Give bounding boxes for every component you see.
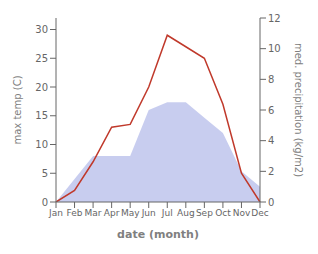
svg-text:date (month): date (month)	[117, 228, 199, 241]
svg-text:30: 30	[35, 24, 48, 35]
svg-text:4: 4	[268, 135, 274, 146]
svg-text:15: 15	[35, 110, 48, 121]
svg-text:Feb: Feb	[67, 208, 83, 218]
svg-text:May: May	[121, 208, 140, 218]
svg-text:25: 25	[35, 53, 48, 64]
svg-text:Aug: Aug	[177, 208, 195, 218]
svg-text:Jun: Jun	[141, 208, 156, 218]
svg-text:Dec: Dec	[251, 208, 268, 218]
svg-text:Jul: Jul	[161, 208, 173, 218]
svg-text:Apr: Apr	[104, 208, 120, 218]
svg-text:10: 10	[35, 139, 48, 150]
svg-text:0: 0	[268, 197, 274, 208]
svg-text:6: 6	[268, 105, 274, 116]
svg-text:0: 0	[42, 197, 48, 208]
svg-text:Sep: Sep	[196, 208, 213, 218]
svg-text:Jan: Jan	[48, 208, 63, 218]
svg-text:Nov: Nov	[233, 208, 251, 218]
svg-text:12: 12	[268, 13, 281, 24]
svg-text:med. precipitation (kg/m2): med. precipitation (kg/m2)	[293, 43, 304, 177]
svg-text:Mar: Mar	[85, 208, 102, 218]
svg-text:8: 8	[268, 74, 274, 85]
svg-text:10: 10	[268, 43, 281, 54]
svg-text:max temp (C): max temp (C)	[12, 75, 23, 144]
svg-text:2: 2	[268, 166, 274, 177]
svg-text:5: 5	[42, 168, 48, 179]
svg-text:20: 20	[35, 82, 48, 93]
svg-text:Oct: Oct	[215, 208, 231, 218]
